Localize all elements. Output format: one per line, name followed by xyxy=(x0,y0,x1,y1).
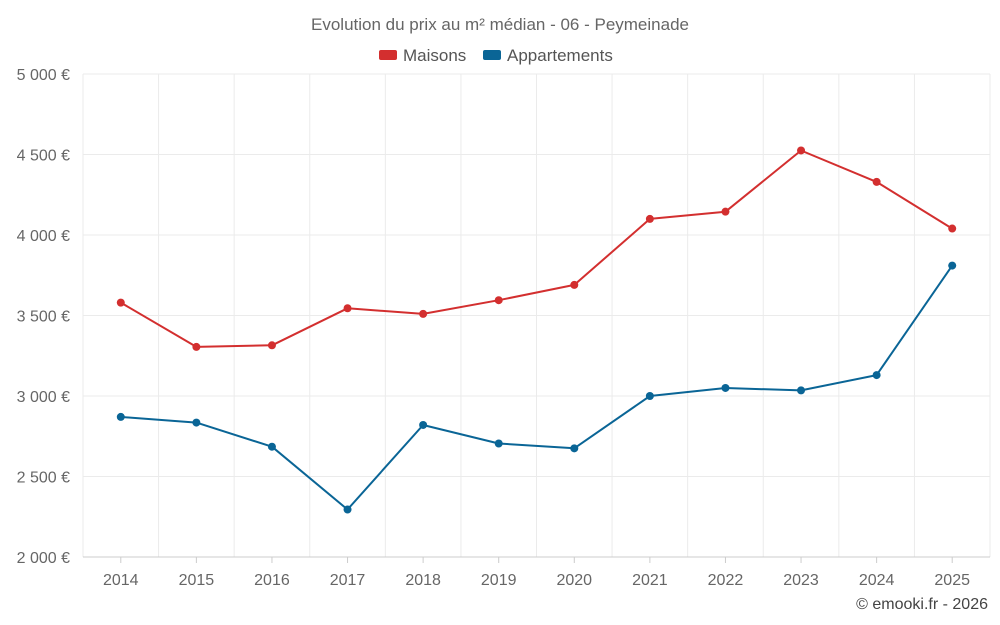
data-point-maisons-2025[interactable] xyxy=(948,224,957,233)
x-tick-label-2022: 2022 xyxy=(708,572,744,589)
y-tick-label: 3 500 € xyxy=(17,309,70,326)
data-point-maisons-2016[interactable] xyxy=(267,341,276,350)
data-point-maisons-2018[interactable] xyxy=(419,309,428,318)
legend-swatch-maisons xyxy=(379,50,397,60)
x-tick-label-2020: 2020 xyxy=(556,572,592,589)
data-point-maisons-2022[interactable] xyxy=(721,207,730,216)
x-tick-label-2024: 2024 xyxy=(859,572,895,589)
y-tick-label: 2 000 € xyxy=(17,550,70,567)
x-tick-label-2015: 2015 xyxy=(179,572,215,589)
data-point-appartements-2014[interactable] xyxy=(116,412,125,421)
series-layer xyxy=(116,146,957,514)
data-point-appartements-2019[interactable] xyxy=(494,439,503,448)
legend-swatch-appartements xyxy=(483,50,501,60)
y-axis-ticks: 2 000 € 2 500 € 3 000 € 3 500 € 4 000 € 4 500… xyxy=(17,67,70,567)
legend-label-appartements: Appartements xyxy=(507,46,613,65)
x-tick-label-2025: 2025 xyxy=(934,572,970,589)
legend-item-appartements[interactable]: Appartements xyxy=(483,46,613,65)
data-point-appartements-2023[interactable] xyxy=(797,386,806,395)
data-point-maisons-2017[interactable] xyxy=(343,304,352,313)
x-tick-label-2021: 2021 xyxy=(632,572,668,589)
y-tick-label: 2 500 € xyxy=(17,470,70,487)
data-point-appartements-2022[interactable] xyxy=(721,383,730,392)
data-point-appartements-2015[interactable] xyxy=(192,418,201,427)
data-point-maisons-2019[interactable] xyxy=(494,296,503,305)
series-line-appartements xyxy=(120,265,954,511)
series-line-maisons xyxy=(120,149,953,348)
credit-text: © emooki.fr - 2026 xyxy=(856,596,988,613)
x-axis-ticks: 2014 2015 2016 2017 2018 2019 2020 2021 2022 2023… xyxy=(103,557,970,589)
data-point-appartements-2025[interactable] xyxy=(948,261,957,270)
x-tick-label-2016: 2016 xyxy=(254,572,290,589)
y-tick-label: 4 000 € xyxy=(17,228,70,245)
data-point-maisons-2023[interactable] xyxy=(797,146,806,155)
data-point-maisons-2020[interactable] xyxy=(570,280,579,289)
data-point-appartements-2024[interactable] xyxy=(872,371,881,380)
legend-item-maisons[interactable]: Maisons xyxy=(379,46,466,65)
x-tick-label-2019: 2019 xyxy=(481,572,517,589)
series-maisons xyxy=(116,146,957,351)
y-tick-label: 3 000 € xyxy=(17,389,70,406)
y-tick-label: 5 000 € xyxy=(17,67,70,84)
x-tick-label-2017: 2017 xyxy=(330,572,366,589)
data-point-maisons-2015[interactable] xyxy=(192,342,201,351)
data-point-appartements-2020[interactable] xyxy=(570,444,579,453)
x-tick-label-2023: 2023 xyxy=(783,572,819,589)
data-point-maisons-2014[interactable] xyxy=(116,298,125,307)
data-point-appartements-2021[interactable] xyxy=(645,392,654,400)
legend: Maisons Appartements xyxy=(379,46,613,65)
data-point-appartements-2017[interactable] xyxy=(343,505,352,514)
data-point-maisons-2021[interactable] xyxy=(645,214,654,223)
data-point-appartements-2016[interactable] xyxy=(267,442,276,451)
legend-label-maisons: Maisons xyxy=(403,46,466,65)
series-appartements xyxy=(116,261,957,514)
data-point-maisons-2024[interactable] xyxy=(872,177,881,186)
chart-title: Evolution du prix au m² médian - 06 - Pe… xyxy=(311,15,689,34)
data-point-appartements-2018[interactable] xyxy=(419,420,428,429)
x-tick-label-2014: 2014 xyxy=(103,572,139,589)
x-tick-label-2018: 2018 xyxy=(405,572,441,589)
y-tick-label: 4 500 € xyxy=(17,148,70,165)
